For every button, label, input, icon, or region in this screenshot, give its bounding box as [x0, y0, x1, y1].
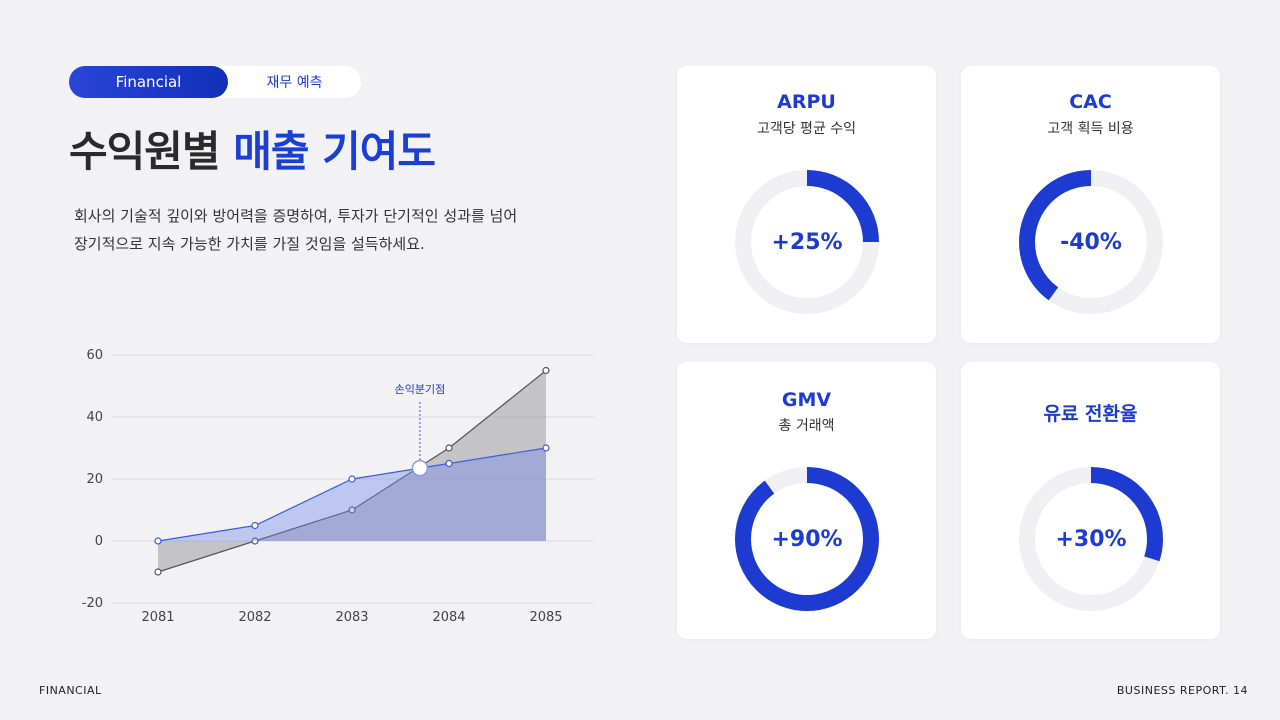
footer-page-label: BUSINESS REPORT. 14: [1116, 684, 1248, 697]
category-tag-group: Financial 재무 예측: [69, 66, 361, 98]
description-line-2: 장기적으로 지속 가능한 가치를 가질 것임을 설득하세요.: [74, 235, 425, 253]
x-tick-label: 2083: [335, 610, 368, 625]
metric-card-gmv: GMV 총 거래액 +90%: [677, 362, 936, 639]
donut-progress-arc: [735, 467, 879, 611]
card-subtitle: 고객당 평균 수익: [756, 121, 857, 137]
financial-tag: Financial: [69, 66, 228, 98]
donut-value: +30%: [1055, 526, 1127, 552]
donut-chart: +25%: [732, 167, 882, 317]
data-point: [154, 537, 162, 545]
data-point: [251, 521, 259, 530]
y-tick-label: 40: [86, 410, 103, 425]
donut-value: -40%: [1060, 229, 1122, 255]
donut-progress-arc: [1019, 467, 1163, 611]
donut-chart: +90%: [732, 464, 882, 614]
x-tick-label: 2081: [141, 610, 174, 625]
card-title: 유료 전환율: [1043, 403, 1138, 425]
data-point: [251, 537, 259, 545]
data-point: [445, 444, 453, 452]
data-point: [348, 506, 356, 514]
metric-card-cac: CAC 고객 획득 비용 -40%: [961, 66, 1220, 343]
y-tick-label: 0: [95, 534, 103, 549]
data-point: [542, 366, 550, 375]
data-point: [445, 459, 453, 468]
donut-ring: [1019, 467, 1163, 611]
data-point: [154, 568, 162, 576]
card-subtitle: 총 거래액: [778, 418, 835, 434]
metric-card-arpu: ARPU 고객당 평균 수익 +25%: [677, 66, 936, 343]
series-area: [158, 448, 546, 541]
break-even-marker: [411, 459, 429, 477]
y-tick-label: 60: [86, 348, 103, 363]
footer-section-label: FINANCIAL: [39, 684, 102, 697]
donut-ring: [1019, 170, 1163, 314]
donut-progress-arc: [1019, 170, 1163, 314]
card-title: GMV: [781, 389, 832, 411]
y-tick-label: 20: [86, 472, 103, 487]
data-point: [348, 475, 356, 483]
card-title: ARPU: [777, 91, 836, 113]
title-accent: 매출 기여도: [233, 127, 436, 176]
donut-chart: -40%: [1016, 167, 1166, 317]
donut-value: +90%: [771, 526, 843, 552]
page-description: 회사의 기술적 깊이와 방어력을 증명하여, 투자가 단기적인 성과를 넘어 장…: [74, 202, 594, 258]
forecast-tag: 재무 예측: [266, 75, 323, 91]
description-line-1: 회사의 기술적 깊이와 방어력을 증명하여, 투자가 단기적인 성과를 넘어: [74, 207, 518, 225]
page-title: 수익원별 매출 기여도: [69, 118, 436, 179]
donut-value: +25%: [771, 229, 843, 255]
series-area: [158, 370, 546, 572]
title-main: 수익원별: [69, 127, 221, 176]
annotation-label: 손익분기점: [395, 383, 446, 396]
x-tick-label: 2082: [238, 610, 271, 625]
x-tick-label: 2085: [529, 610, 562, 625]
donut-ring: [735, 467, 879, 611]
card-title: CAC: [1069, 91, 1112, 113]
x-tick-label: 2084: [432, 610, 465, 625]
card-subtitle: 고객 획득 비용: [1047, 121, 1134, 137]
revenue-area-chart: 60 40 20 0 -20 2081 2082 2083 2084 2085 손익분기점: [82, 348, 594, 625]
donut-ring: [735, 170, 879, 314]
donut-chart: +30%: [1016, 464, 1166, 614]
y-tick-label: -20: [82, 596, 103, 611]
donut-progress-arc: [735, 170, 879, 314]
data-point: [542, 444, 550, 452]
metric-card-conversion: 유료 전환율 +30%: [961, 362, 1220, 639]
